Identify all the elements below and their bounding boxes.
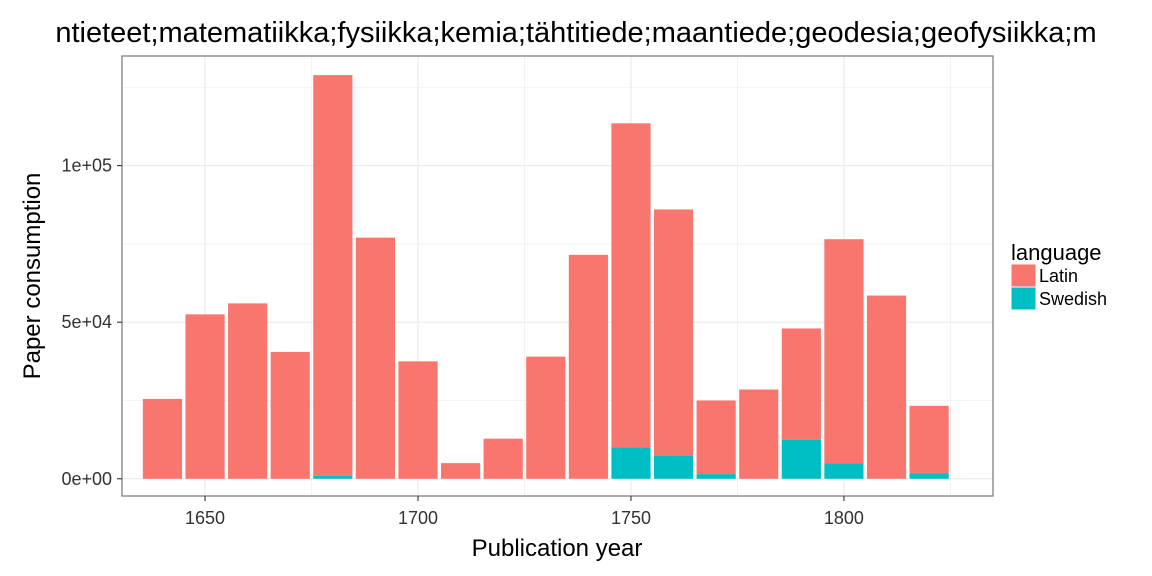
bar-latin-1720 (483, 438, 523, 479)
y-axis-ticks: 0e+00 5e+04 1e+05 (61, 156, 122, 489)
legend-swatch-swedish (1010, 286, 1037, 311)
legend-title: language (1011, 240, 1102, 265)
bar-latin-1740 (568, 254, 608, 479)
bar-latin-1660 (228, 303, 268, 479)
bar-swedish-1680 (313, 475, 353, 479)
legend: language Latin Swedish (1010, 240, 1107, 311)
y-tick-label: 1e+05 (61, 156, 112, 176)
bar-latin-1690 (355, 237, 396, 479)
bar-latin-1710 (441, 463, 481, 479)
bar-swedish-1750 (611, 447, 651, 479)
bar-swedish-1790 (781, 439, 821, 479)
y-tick-label: 5e+04 (61, 312, 112, 332)
bar-latin-1780 (739, 389, 779, 479)
x-tick-label: 1700 (398, 508, 438, 528)
legend-label-latin: Latin (1039, 266, 1078, 286)
bar-latin-1800 (824, 239, 864, 464)
bar-swedish-1800 (824, 463, 864, 479)
x-tick-label: 1750 (611, 508, 651, 528)
bar-latin-1700 (398, 361, 438, 479)
bar-latin-1640 (142, 398, 183, 479)
y-tick-label: 0e+00 (61, 469, 112, 489)
bar-latin-1650 (185, 314, 225, 479)
legend-label-swedish: Swedish (1039, 289, 1107, 309)
bars (142, 75, 949, 479)
bar-swedish-1770 (696, 474, 736, 479)
bar-latin-1760 (653, 209, 694, 456)
legend-swatch-latin (1010, 263, 1037, 288)
bar-latin-1670 (270, 351, 310, 479)
bar-latin-1680 (313, 75, 353, 476)
plot-border (121, 55, 994, 497)
bar-swedish-1820 (909, 473, 949, 479)
bar-latin-1820 (909, 405, 949, 474)
x-axis-ticks: 1650 1700 1750 1800 (185, 496, 864, 528)
bar-latin-1770 (696, 400, 736, 475)
legend-items: Latin Swedish (1010, 263, 1107, 311)
x-tick-label: 1650 (185, 508, 225, 528)
bar-latin-1810 (866, 295, 907, 479)
chart-title: ntieteet;matematiikka;fysiikka;kemia;täh… (55, 17, 1096, 49)
x-tick-label: 1800 (824, 508, 864, 528)
y-axis-title: Paper consumption (19, 173, 46, 380)
bar-latin-1790 (781, 328, 821, 440)
x-axis-title: Publication year (472, 535, 643, 562)
bar-latin-1730 (526, 356, 566, 479)
bar-swedish-1760 (653, 455, 694, 479)
bar-latin-1750 (611, 123, 651, 448)
